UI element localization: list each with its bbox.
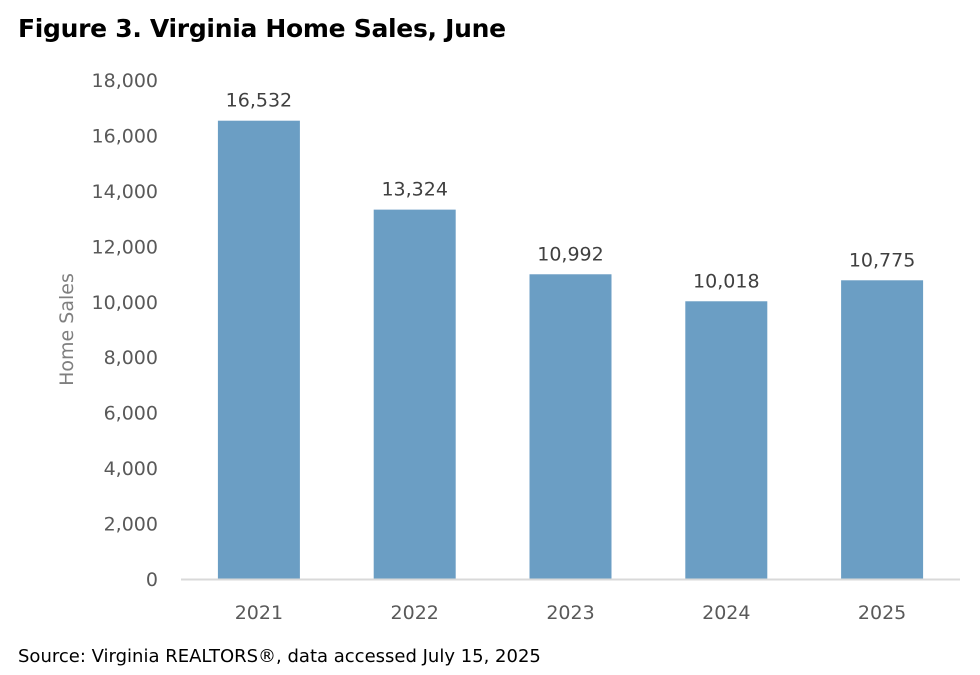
bar-2025	[841, 280, 924, 579]
y-tick-label: 6,000	[104, 403, 158, 425]
data-label: 10,992	[537, 243, 603, 265]
chart-title: Figure 3. Virginia Home Sales, June	[18, 14, 506, 43]
x-tick-label: 2021	[235, 602, 283, 624]
source-note: Source: Virginia REALTORS®, data accesse…	[18, 646, 541, 667]
y-tick-label: 4,000	[104, 458, 158, 480]
y-tick-label: 12,000	[92, 236, 158, 258]
bar-2021	[217, 120, 300, 579]
y-tick-label: 18,000	[92, 70, 158, 92]
x-tick-label: 2023	[546, 602, 594, 624]
x-tick-label: 2025	[858, 602, 906, 624]
y-tick-label: 8,000	[104, 347, 158, 369]
bar-2023	[529, 274, 612, 579]
y-axis-label: Home Sales	[56, 273, 78, 386]
data-label: 16,532	[226, 90, 292, 112]
bar-2022	[373, 209, 456, 580]
y-tick-label: 14,000	[92, 181, 158, 203]
bar-2024	[685, 301, 768, 579]
y-tick-label: 16,000	[92, 125, 158, 147]
data-label: 13,324	[381, 179, 447, 201]
x-tick-label: 2022	[391, 602, 439, 624]
data-label: 10,775	[849, 249, 915, 271]
data-label: 10,018	[693, 270, 759, 292]
x-tick-label: 2024	[702, 602, 750, 624]
y-tick-label: 2,000	[104, 514, 158, 536]
y-tick-label: 0	[146, 569, 158, 591]
y-tick-label: 10,000	[92, 292, 158, 314]
